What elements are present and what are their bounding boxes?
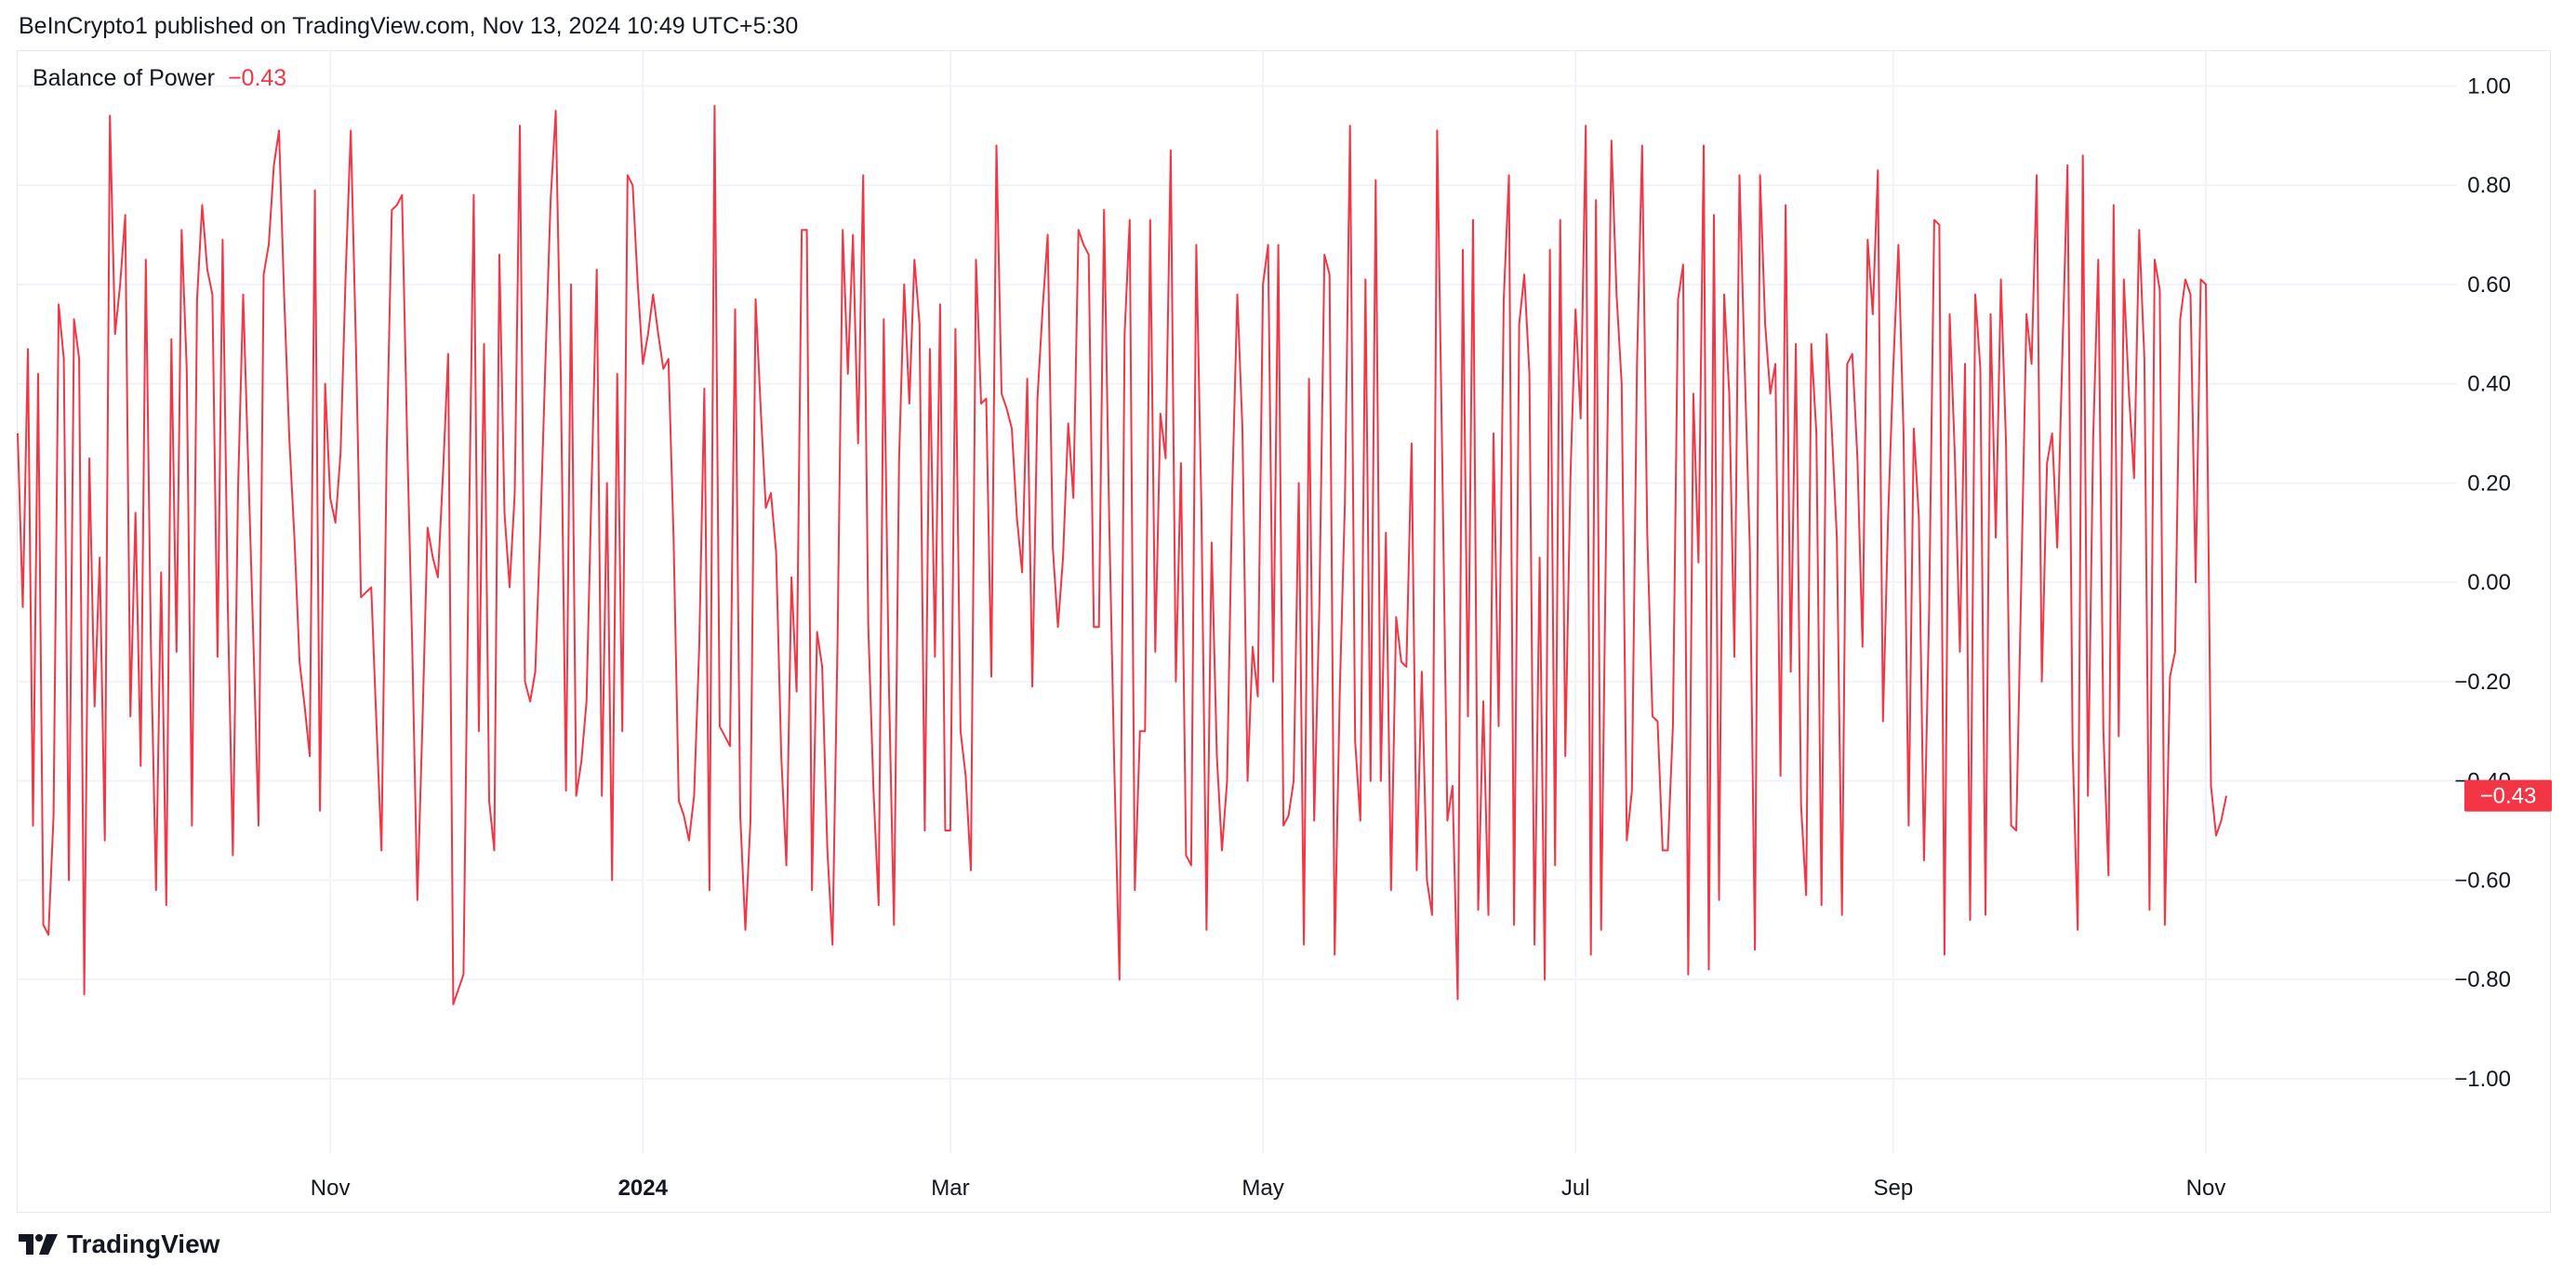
indicator-legend[interactable]: Balance of Power −0.43 [33, 65, 286, 92]
last-value-badge [2464, 779, 2552, 812]
indicator-value: −0.43 [227, 65, 287, 91]
x-tick-label: May [1242, 1176, 1283, 1201]
chart-panel [17, 50, 2551, 1213]
brand-name: TradingView [67, 1229, 220, 1258]
y-tick-label: 0.40 [2467, 372, 2511, 397]
y-tick-label: 0.00 [2467, 570, 2511, 595]
tradingview-logo-icon [19, 1234, 58, 1255]
x-tick-label: 2024 [618, 1176, 669, 1201]
x-tick-label: Jul [1561, 1176, 1590, 1201]
x-tick-label: Mar [931, 1176, 969, 1201]
y-tick-label: 0.20 [2467, 471, 2511, 496]
y-tick-label: 0.60 [2467, 272, 2511, 298]
grid-lines [18, 51, 2457, 1153]
bop-series-line [17, 104, 2227, 1005]
x-axis: Nov 2024 Mar May Jul Sep Nov [311, 1176, 2226, 1201]
y-tick-label: −0.60 [2454, 868, 2511, 893]
x-tick-label: Nov [2186, 1176, 2226, 1201]
y-tick-label: 0.80 [2467, 173, 2511, 198]
y-tick-label: −1.00 [2454, 1067, 2511, 1092]
x-tick-label: Nov [311, 1176, 351, 1201]
indicator-name: Balance of Power [33, 65, 215, 91]
series-layer [17, 104, 2227, 1005]
last-value-label: −0.43 [2480, 784, 2537, 809]
y-axis: 1.000.800.600.400.200.00−0.20−0.40−0.60−… [2454, 73, 2511, 1092]
y-tick-label: −0.80 [2454, 967, 2511, 992]
y-tick-label: 1.00 [2467, 73, 2511, 99]
footer-branding[interactable]: TradingView [17, 1229, 219, 1259]
publisher-line: BeInCrypto1 published on TradingView.com… [19, 13, 799, 39]
x-tick-label: Sep [1873, 1176, 1913, 1201]
y-tick-label: −0.20 [2454, 670, 2511, 695]
last-value-badge-layer: −0.43 [2464, 779, 2552, 812]
